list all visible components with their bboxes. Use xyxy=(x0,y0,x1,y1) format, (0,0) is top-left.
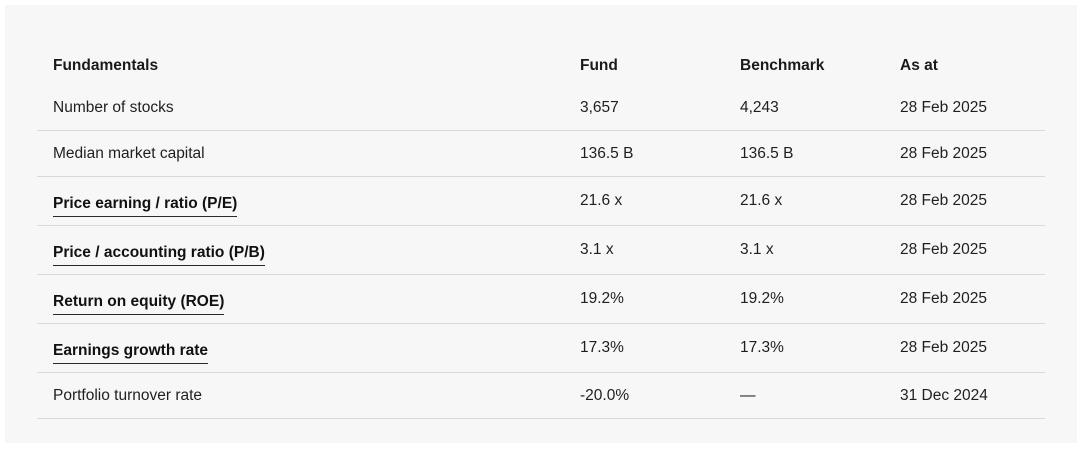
table-row-pe-ratio: Price earning / ratio (P/E) 21.6 x 21.6 … xyxy=(37,177,1045,226)
fund-value: 3,657 xyxy=(580,99,619,116)
table-row-number-of-stocks: Number of stocks 3,657 4,243 28 Feb 2025 xyxy=(37,85,1045,131)
benchmark-value: 19.2% xyxy=(740,290,784,307)
as-at-date: 28 Feb 2025 xyxy=(900,290,988,307)
as-at-date: 28 Feb 2025 xyxy=(900,192,988,209)
as-at-date: 28 Feb 2025 xyxy=(900,241,988,258)
metric-link-roe[interactable]: Return on equity (ROE) xyxy=(53,293,225,315)
fund-value: 19.2% xyxy=(580,290,624,307)
metric-label: Number of stocks xyxy=(53,99,174,116)
metric-link-pe-ratio[interactable]: Price earning / ratio (P/E) xyxy=(53,195,238,217)
header-benchmark: Benchmark xyxy=(740,57,825,74)
fund-value: -20.0% xyxy=(580,387,630,404)
fund-value: 3.1 x xyxy=(580,241,614,258)
metric-link-pb-ratio[interactable]: Price / accounting ratio (P/B) xyxy=(53,244,265,266)
as-at-date: 28 Feb 2025 xyxy=(900,99,988,116)
benchmark-value: 17.3% xyxy=(740,339,784,356)
table-row-pb-ratio: Price / accounting ratio (P/B) 3.1 x 3.1… xyxy=(37,226,1045,275)
as-at-date: 31 Dec 2024 xyxy=(900,387,988,404)
fundamentals-table: Fundamentals Fund Benchmark As at Number… xyxy=(37,41,1045,419)
benchmark-value: — xyxy=(740,387,756,404)
fund-value: 136.5 B xyxy=(580,145,634,162)
table-row-earnings-growth-rate: Earnings growth rate 17.3% 17.3% 28 Feb … xyxy=(37,324,1045,373)
header-fund: Fund xyxy=(580,57,618,74)
benchmark-value: 136.5 B xyxy=(740,145,794,162)
metric-link-earnings-growth-rate[interactable]: Earnings growth rate xyxy=(53,342,209,364)
fundamentals-panel: Fundamentals Fund Benchmark As at Number… xyxy=(5,5,1077,443)
table-row-median-market-capital: Median market capital 136.5 B 136.5 B 28… xyxy=(37,131,1045,177)
as-at-date: 28 Feb 2025 xyxy=(900,339,988,356)
fund-value: 21.6 x xyxy=(580,192,623,209)
fund-value: 17.3% xyxy=(580,339,624,356)
metric-label: Portfolio turnover rate xyxy=(53,387,203,404)
header-fundamentals: Fundamentals xyxy=(53,57,159,74)
table-header-row: Fundamentals Fund Benchmark As at xyxy=(37,41,1045,85)
as-at-date: 28 Feb 2025 xyxy=(900,145,988,162)
benchmark-value: 21.6 x xyxy=(740,192,783,209)
table-row-roe: Return on equity (ROE) 19.2% 19.2% 28 Fe… xyxy=(37,275,1045,324)
table-row-portfolio-turnover-rate: Portfolio turnover rate -20.0% — 31 Dec … xyxy=(37,373,1045,419)
benchmark-value: 4,243 xyxy=(740,99,779,116)
metric-label: Median market capital xyxy=(53,145,205,162)
header-as-at: As at xyxy=(900,57,938,74)
benchmark-value: 3.1 x xyxy=(740,241,774,258)
